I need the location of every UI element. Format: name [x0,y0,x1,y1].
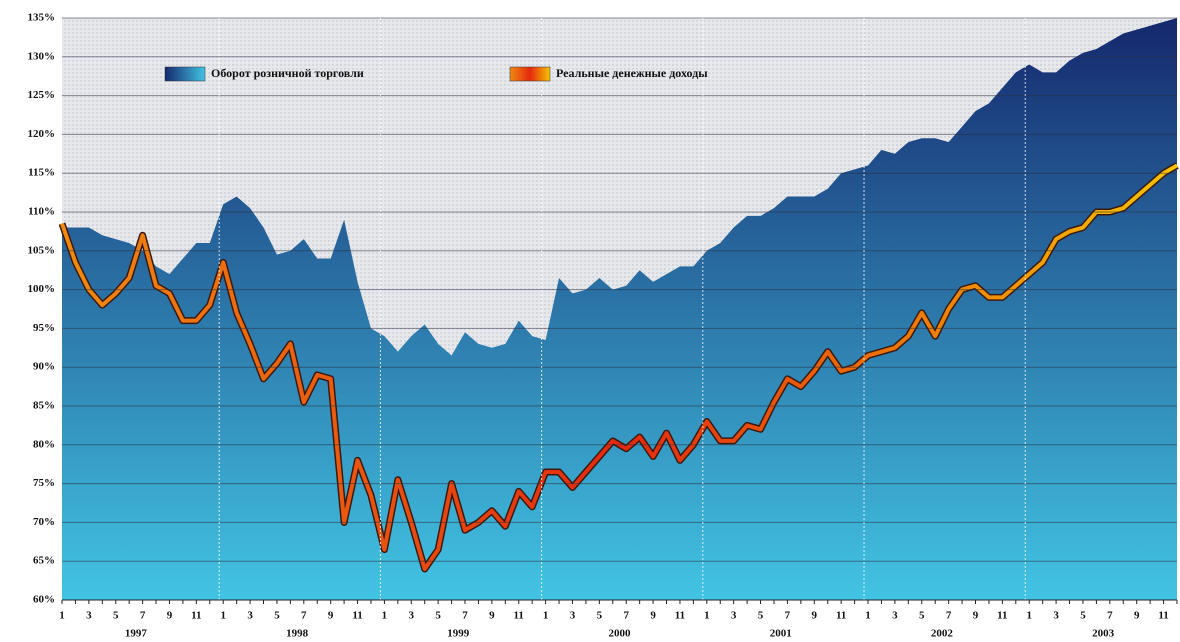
x-tick-label: 7 [301,610,307,622]
year-label: 1999 [447,628,470,640]
x-tick-label: 7 [1107,610,1113,622]
x-tick-label: 9 [1134,610,1140,622]
x-tick-label: 5 [597,610,603,622]
legend-swatch [164,66,206,82]
x-tick-label: 1 [382,610,388,622]
x-tick-label: 9 [489,610,495,622]
x-tick-label: 3 [570,610,576,622]
year-label: 1998 [286,628,309,640]
x-tick-label: 3 [409,610,415,622]
x-tick-label: 3 [731,610,737,622]
x-tick-label: 9 [650,610,656,622]
x-tick-label: 9 [167,610,173,622]
y-tick-label: 70% [33,516,55,528]
x-tick-label: 11 [836,610,846,622]
x-tick-label: 7 [140,610,146,622]
y-tick-label: 105% [28,244,56,256]
year-label: 2003 [1092,628,1115,640]
y-tick-label: 120% [28,128,56,140]
x-tick-label: 11 [514,610,524,622]
y-tick-label: 125% [28,89,56,101]
x-tick-label: 1 [865,610,871,622]
x-tick-label: 7 [785,610,791,622]
x-tick-label: 5 [274,610,280,622]
legend-swatch [509,66,551,82]
x-tick-label: 11 [191,610,201,622]
year-label: 2001 [770,628,792,640]
x-tick-label: 1 [220,610,226,622]
legend-label: Реальные денежные доходы [556,66,708,80]
y-tick-label: 100% [28,283,56,295]
x-tick-label: 11 [997,610,1007,622]
x-tick-label: 1 [704,610,710,622]
x-tick-label: 3 [247,610,253,622]
y-tick-label: 80% [33,438,55,450]
y-tick-label: 60% [33,594,55,606]
y-tick-label: 110% [28,206,55,218]
x-tick-label: 3 [86,610,92,622]
year-label: 2000 [609,628,632,640]
x-tick-label: 9 [973,610,979,622]
x-tick-label: 7 [462,610,468,622]
x-tick-label: 5 [113,610,119,622]
x-tick-label: 3 [892,610,898,622]
y-tick-label: 115% [28,167,55,179]
x-tick-label: 1 [543,610,549,622]
x-tick-label: 9 [812,610,818,622]
x-tick-label: 5 [435,610,441,622]
x-tick-label: 3 [1053,610,1059,622]
year-label: 2002 [931,628,954,640]
x-tick-label: 11 [352,610,362,622]
x-tick-label: 1 [59,610,65,622]
x-tick-label: 5 [1080,610,1086,622]
y-tick-label: 95% [33,322,55,334]
x-tick-label: 9 [328,610,334,622]
x-tick-label: 7 [946,610,952,622]
y-tick-label: 90% [33,361,55,373]
year-label: 1997 [125,628,148,640]
x-tick-label: 11 [675,610,685,622]
x-tick-label: 11 [1158,610,1168,622]
x-tick-label: 7 [623,610,629,622]
y-tick-label: 135% [28,12,56,24]
y-tick-label: 75% [33,477,55,489]
x-tick-label: 1 [1026,610,1032,622]
legend-label: Оборот розничной торговли [211,66,364,80]
y-tick-label: 85% [33,400,55,412]
x-tick-label: 5 [919,610,925,622]
x-tick-label: 5 [758,610,764,622]
y-tick-label: 130% [28,50,56,62]
y-tick-label: 65% [33,555,55,567]
